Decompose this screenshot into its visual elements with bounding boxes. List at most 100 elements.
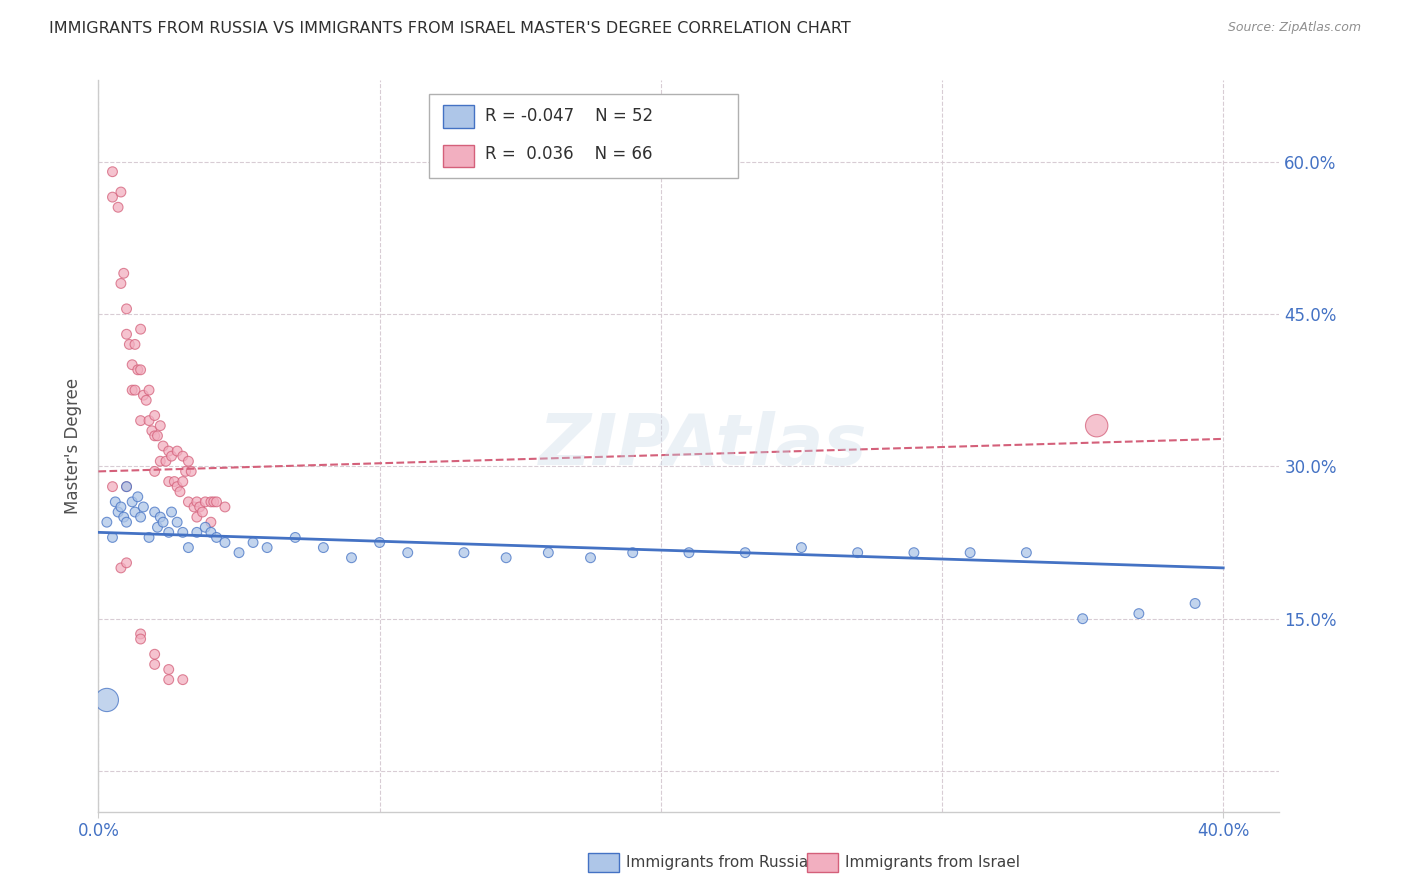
Point bbox=[127, 490, 149, 504]
Point bbox=[149, 510, 172, 524]
Point bbox=[96, 515, 118, 529]
Point bbox=[115, 480, 138, 494]
Point bbox=[177, 541, 200, 555]
Point bbox=[112, 510, 135, 524]
Point bbox=[129, 510, 152, 524]
Point bbox=[101, 190, 124, 204]
Point bbox=[194, 520, 217, 534]
Point bbox=[903, 546, 925, 560]
Point bbox=[143, 647, 166, 661]
Point bbox=[166, 444, 188, 458]
Point bbox=[129, 627, 152, 641]
Point bbox=[169, 484, 191, 499]
Point bbox=[200, 515, 222, 529]
Point bbox=[121, 383, 143, 397]
Point bbox=[194, 495, 217, 509]
Point bbox=[118, 337, 141, 351]
Point bbox=[143, 464, 166, 478]
Point bbox=[846, 546, 869, 560]
Point bbox=[157, 475, 180, 489]
Point bbox=[115, 301, 138, 316]
Point bbox=[115, 327, 138, 342]
Point bbox=[124, 505, 146, 519]
Point bbox=[143, 409, 166, 423]
Point bbox=[146, 429, 169, 443]
Point bbox=[146, 520, 169, 534]
Point bbox=[157, 663, 180, 677]
Point bbox=[177, 454, 200, 468]
Point bbox=[157, 673, 180, 687]
Text: R =  0.036    N = 66: R = 0.036 N = 66 bbox=[485, 145, 652, 163]
Point bbox=[191, 505, 214, 519]
Point bbox=[166, 480, 188, 494]
Point bbox=[172, 449, 194, 463]
Point bbox=[368, 535, 391, 549]
Point bbox=[152, 439, 174, 453]
Point bbox=[129, 632, 152, 646]
Text: Immigrants from Russia: Immigrants from Russia bbox=[626, 855, 808, 870]
Point bbox=[121, 358, 143, 372]
Point bbox=[734, 546, 756, 560]
Point bbox=[183, 500, 205, 514]
Point bbox=[104, 495, 127, 509]
Point bbox=[790, 541, 813, 555]
Point bbox=[495, 550, 517, 565]
Point bbox=[124, 337, 146, 351]
Point bbox=[174, 464, 197, 478]
Point bbox=[188, 500, 211, 514]
Point bbox=[579, 550, 602, 565]
Point bbox=[1015, 546, 1038, 560]
Point bbox=[202, 495, 225, 509]
Point bbox=[110, 277, 132, 291]
Point bbox=[101, 164, 124, 178]
Point bbox=[200, 525, 222, 540]
Text: R = -0.047    N = 52: R = -0.047 N = 52 bbox=[485, 107, 654, 125]
Point bbox=[157, 444, 180, 458]
Point bbox=[1128, 607, 1150, 621]
Point bbox=[284, 530, 307, 544]
Point bbox=[172, 673, 194, 687]
Point bbox=[132, 388, 155, 402]
Point bbox=[205, 530, 228, 544]
Point bbox=[186, 495, 208, 509]
Point bbox=[256, 541, 278, 555]
Point bbox=[141, 424, 163, 438]
Point bbox=[149, 454, 172, 468]
Point bbox=[129, 322, 152, 336]
Point bbox=[112, 266, 135, 280]
Point bbox=[160, 505, 183, 519]
Point bbox=[143, 429, 166, 443]
Point bbox=[155, 454, 177, 468]
Point bbox=[143, 657, 166, 672]
Text: IMMIGRANTS FROM RUSSIA VS IMMIGRANTS FROM ISRAEL MASTER'S DEGREE CORRELATION CHA: IMMIGRANTS FROM RUSSIA VS IMMIGRANTS FRO… bbox=[49, 21, 851, 36]
Point bbox=[138, 383, 160, 397]
Point bbox=[1085, 418, 1108, 433]
Point bbox=[1184, 597, 1206, 611]
Point bbox=[312, 541, 335, 555]
Point bbox=[621, 546, 644, 560]
Point bbox=[157, 525, 180, 540]
Point bbox=[214, 535, 236, 549]
Point bbox=[129, 414, 152, 428]
Point bbox=[177, 495, 200, 509]
Point bbox=[121, 495, 143, 509]
Point bbox=[186, 510, 208, 524]
Point bbox=[172, 475, 194, 489]
Point bbox=[127, 363, 149, 377]
Point bbox=[132, 500, 155, 514]
Point bbox=[242, 535, 264, 549]
Point bbox=[186, 525, 208, 540]
Point bbox=[959, 546, 981, 560]
Point bbox=[107, 200, 129, 214]
Point bbox=[152, 515, 174, 529]
Point bbox=[166, 515, 188, 529]
Point bbox=[537, 546, 560, 560]
Point bbox=[143, 505, 166, 519]
Point bbox=[138, 414, 160, 428]
Point bbox=[115, 515, 138, 529]
Point bbox=[135, 393, 157, 408]
Point bbox=[124, 383, 146, 397]
Text: Source: ZipAtlas.com: Source: ZipAtlas.com bbox=[1227, 21, 1361, 34]
Point bbox=[205, 495, 228, 509]
Point bbox=[396, 546, 419, 560]
